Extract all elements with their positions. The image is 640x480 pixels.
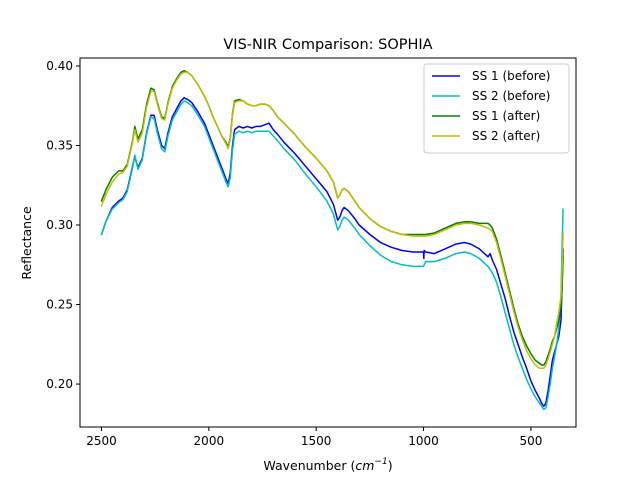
x-tick-label: 2000	[194, 434, 225, 448]
legend: SS 1 (before) SS 2 (before) SS 1 (after) SS…	[423, 63, 570, 154]
x-tick-label: 1000	[408, 434, 439, 448]
x-axis-label-close: )	[388, 458, 393, 473]
series-line-1	[100, 97, 564, 408]
y-tick-label: 0.30	[46, 218, 73, 232]
y-tick-label: 0.35	[46, 138, 73, 152]
series-line-4	[100, 71, 564, 369]
y-tick-label: 0.25	[46, 298, 73, 312]
chart-title: VIS-NIR Comparison: SOPHIA	[223, 37, 432, 53]
series-line-2	[100, 100, 564, 411]
x-axis-label-unit: cm	[355, 458, 374, 473]
legend-label-4: SS 2 (after)	[472, 129, 540, 143]
legend-label-3: SS 1 (after)	[472, 109, 540, 123]
plot-frame	[79, 57, 577, 428]
x-tick-label: 500	[519, 434, 542, 448]
x-axis-label-exponent: −1	[374, 457, 387, 467]
series-layer	[100, 69, 564, 411]
y-axis-label: Reflectance	[19, 206, 34, 280]
x-tick-label: 1500	[301, 434, 332, 448]
legend-box	[423, 63, 570, 154]
legend-label-2: SS 2 (before)	[472, 89, 550, 103]
y-tick-label: 0.40	[46, 59, 73, 73]
x-axis-label-main: Wavenumber (	[263, 458, 355, 473]
x-tick-label: 2500	[86, 434, 117, 448]
y-axis: 0.20 0.25 0.30 0.35 0.40	[46, 59, 80, 391]
legend-label-1: SS 1 (before)	[472, 69, 550, 83]
y-tick-label: 0.20	[46, 377, 73, 391]
x-axis: 2500 2000 1500 1000 500	[86, 427, 542, 448]
x-axis-label: Wavenumber (cm−1)	[263, 457, 392, 473]
